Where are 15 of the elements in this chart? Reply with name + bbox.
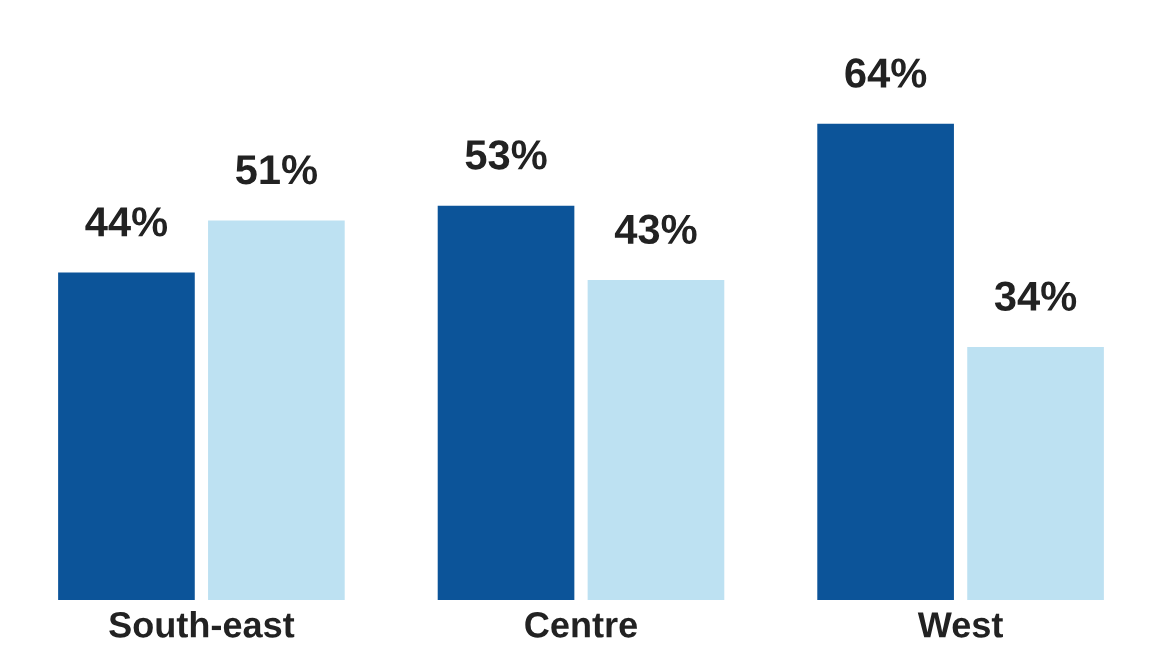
data-label: 43% [614, 214, 697, 245]
bar [58, 272, 195, 600]
data-label: 34% [994, 281, 1077, 312]
bar [437, 205, 575, 600]
data-label: 53% [465, 140, 547, 170]
bar [817, 123, 954, 600]
x-tick-label: West [917, 612, 1003, 638]
bar [587, 280, 725, 600]
bar [967, 347, 1104, 600]
bar [208, 220, 345, 600]
data-label: 64% [845, 58, 927, 88]
x-tick-label: Centre [525, 612, 637, 638]
data-label: 51% [235, 155, 317, 185]
x-tick-label: South-east [109, 611, 295, 638]
data-label: 44% [85, 207, 168, 237]
